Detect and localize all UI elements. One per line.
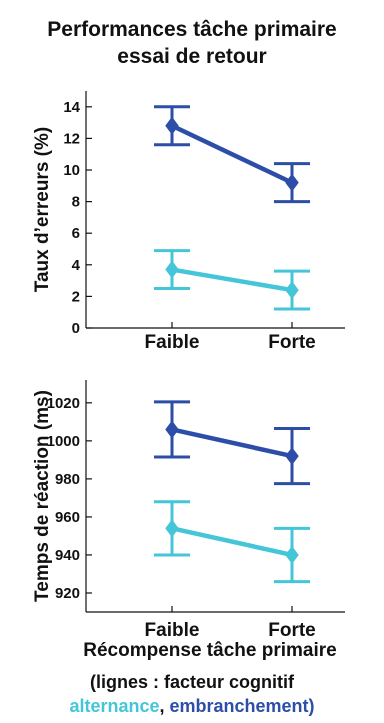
data-point-embranchement bbox=[165, 420, 179, 439]
x-category-label: Faible bbox=[145, 332, 200, 353]
legend-separator: , bbox=[159, 696, 170, 716]
series-line-alternance bbox=[169, 267, 295, 293]
data-point-embranchement bbox=[285, 173, 299, 192]
y-tick-label: 920 bbox=[55, 585, 80, 602]
y-tick-label: 0 bbox=[72, 320, 80, 337]
legend-note-line-1: (lignes : facteur cognitif bbox=[89, 672, 294, 692]
y-tick-label: 6 bbox=[72, 225, 80, 242]
y-tick-label: 960 bbox=[55, 509, 80, 526]
y-tick-label: 10 bbox=[63, 162, 80, 179]
data-point-alternance bbox=[285, 281, 299, 300]
data-point-embranchement bbox=[285, 447, 299, 466]
x-category-label: Forte bbox=[268, 620, 316, 641]
data-point-alternance bbox=[285, 545, 299, 564]
data-point-alternance bbox=[165, 260, 179, 279]
legend-embranchement: embranchement bbox=[169, 696, 309, 716]
series-line-embranchement bbox=[169, 123, 295, 185]
x-category-label: Forte bbox=[268, 332, 316, 353]
y-tick-label: 940 bbox=[55, 547, 80, 564]
legend-close-paren: ) bbox=[308, 696, 315, 716]
y-tick-label: 2 bbox=[72, 288, 80, 305]
legend-alternance: alternance bbox=[69, 696, 160, 716]
series-line-alternance bbox=[169, 526, 295, 558]
y-axis-label: Taux d’erreurs (%) bbox=[32, 127, 53, 292]
y-tick-label: 12 bbox=[63, 130, 80, 147]
y-tick-label: 4 bbox=[72, 257, 81, 274]
y-axis-label: Temps de réaction (ms) bbox=[32, 390, 53, 602]
y-tick-label: 8 bbox=[72, 194, 80, 211]
x-category-label: Faible bbox=[145, 620, 200, 641]
chart-title-line-2: essai de retour bbox=[117, 45, 267, 68]
y-tick-label: 1000 bbox=[47, 433, 80, 450]
series-line-embranchement bbox=[169, 427, 295, 459]
x-axis-label: Récompense tâche primaire bbox=[83, 640, 336, 661]
chart-title-line-1: Performances tâche primaire bbox=[47, 18, 337, 41]
y-tick-label: 1020 bbox=[47, 395, 80, 412]
y-tick-label: 980 bbox=[55, 471, 80, 488]
data-point-embranchement bbox=[165, 116, 179, 135]
legend-note-line-2: alternance, embranchement) bbox=[0, 694, 384, 718]
data-point-alternance bbox=[165, 519, 179, 538]
y-tick-label: 14 bbox=[63, 99, 80, 116]
